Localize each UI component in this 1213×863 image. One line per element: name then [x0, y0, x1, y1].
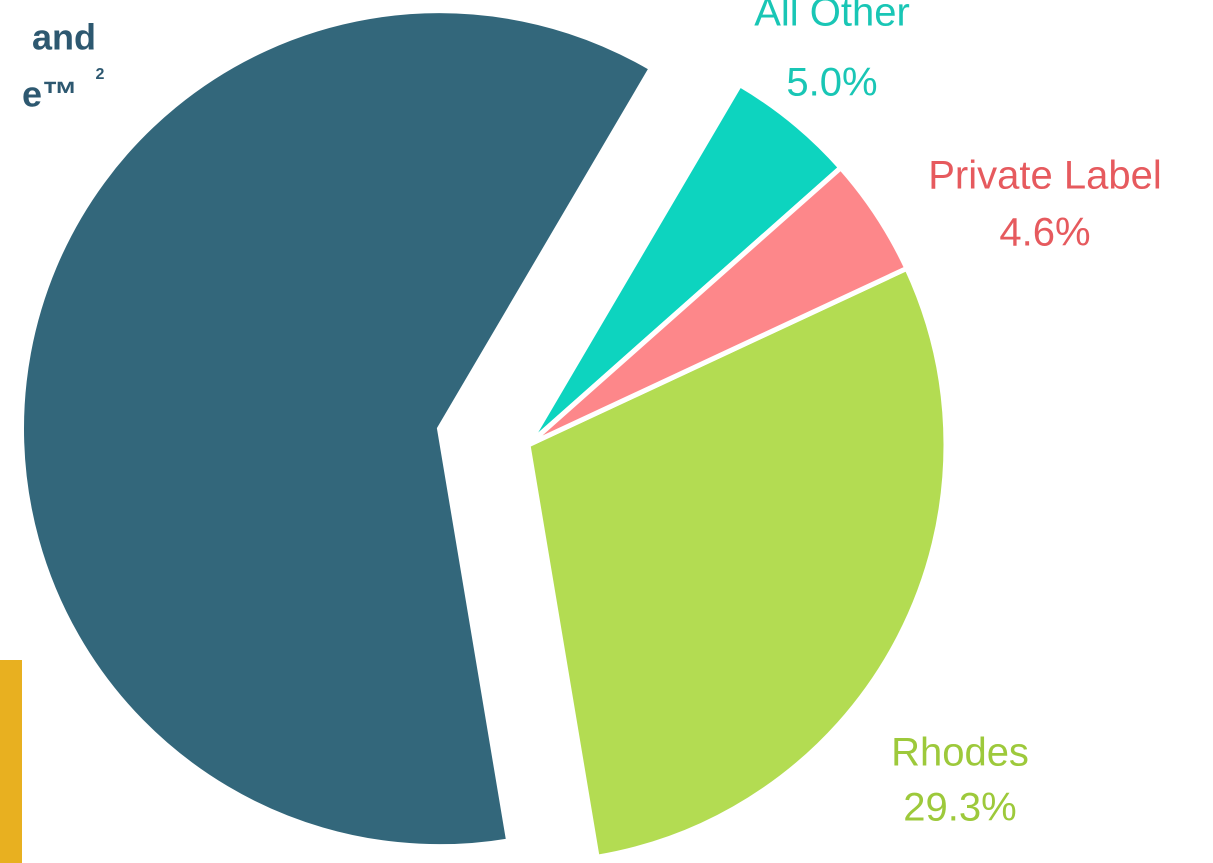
pie-slice — [525, 265, 949, 861]
pie-slice — [18, 8, 655, 850]
annotation: and — [32, 17, 96, 58]
pie-slice — [526, 164, 911, 448]
slice-label: Private Label — [928, 154, 1161, 198]
slice-label: All Other — [754, 0, 910, 35]
annotation: e™ — [22, 74, 78, 115]
slice-label: Rhodes — [891, 731, 1029, 775]
slice-value-label: 5.0% — [786, 61, 877, 105]
slice-value-label: 29.3% — [903, 786, 1016, 830]
photo-fragment — [0, 660, 22, 863]
annotation: 2 — [96, 66, 105, 83]
slice-value-label: 4.6% — [999, 211, 1090, 255]
